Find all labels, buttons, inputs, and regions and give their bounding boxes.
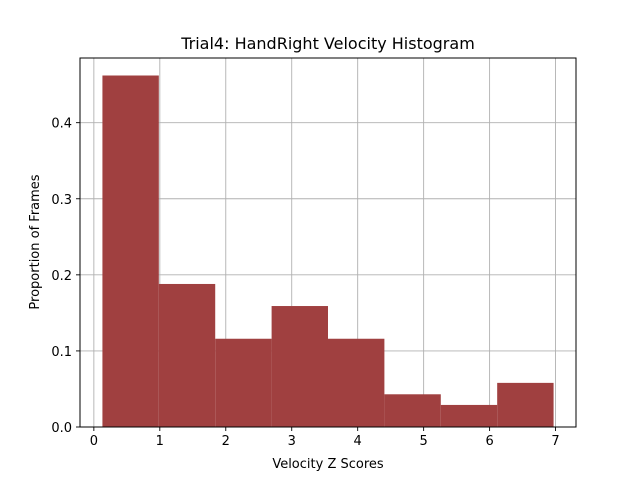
y-axis-label: Proportion of Frames (28, 174, 43, 309)
x-tick-label-0: 0 (90, 434, 98, 449)
chart-title: Trial4: HandRight Velocity Histogram (180, 34, 475, 53)
x-tick-label-7: 7 (551, 434, 559, 449)
histogram-bar-4 (271, 306, 328, 427)
x-tick-label-2: 2 (222, 434, 230, 449)
ticks: 0 1 2 3 4 5 6 7 0.0 0.1 0.2 0.3 0.4 (51, 117, 559, 449)
x-tick-label-1: 1 (156, 434, 164, 449)
bars (102, 75, 554, 428)
x-tick-label-6: 6 (485, 434, 493, 449)
x-tick-label-4: 4 (354, 434, 362, 449)
histogram-bar-2 (158, 283, 216, 427)
y-tick-label-0.2: 0.2 (51, 269, 72, 284)
y-tick-label-0.0: 0.0 (51, 421, 72, 436)
histogram-bar-5 (328, 338, 385, 427)
y-tick-label-0.3: 0.3 (51, 193, 72, 208)
x-tick-label-5: 5 (419, 434, 427, 449)
x-tick-label-3: 3 (288, 434, 296, 449)
plot-frame (79, 57, 577, 428)
histogram-bar-3 (215, 338, 272, 427)
histogram-bar-7 (440, 404, 498, 427)
histogram-bar-1 (102, 75, 159, 428)
y-tick-label-0.1: 0.1 (51, 345, 72, 360)
x-axis-label: Velocity Z Scores (272, 457, 384, 472)
histogram-bar-8 (497, 382, 554, 427)
histogram-bar-6 (384, 394, 441, 427)
y-tick-label-0.4: 0.4 (51, 117, 72, 132)
